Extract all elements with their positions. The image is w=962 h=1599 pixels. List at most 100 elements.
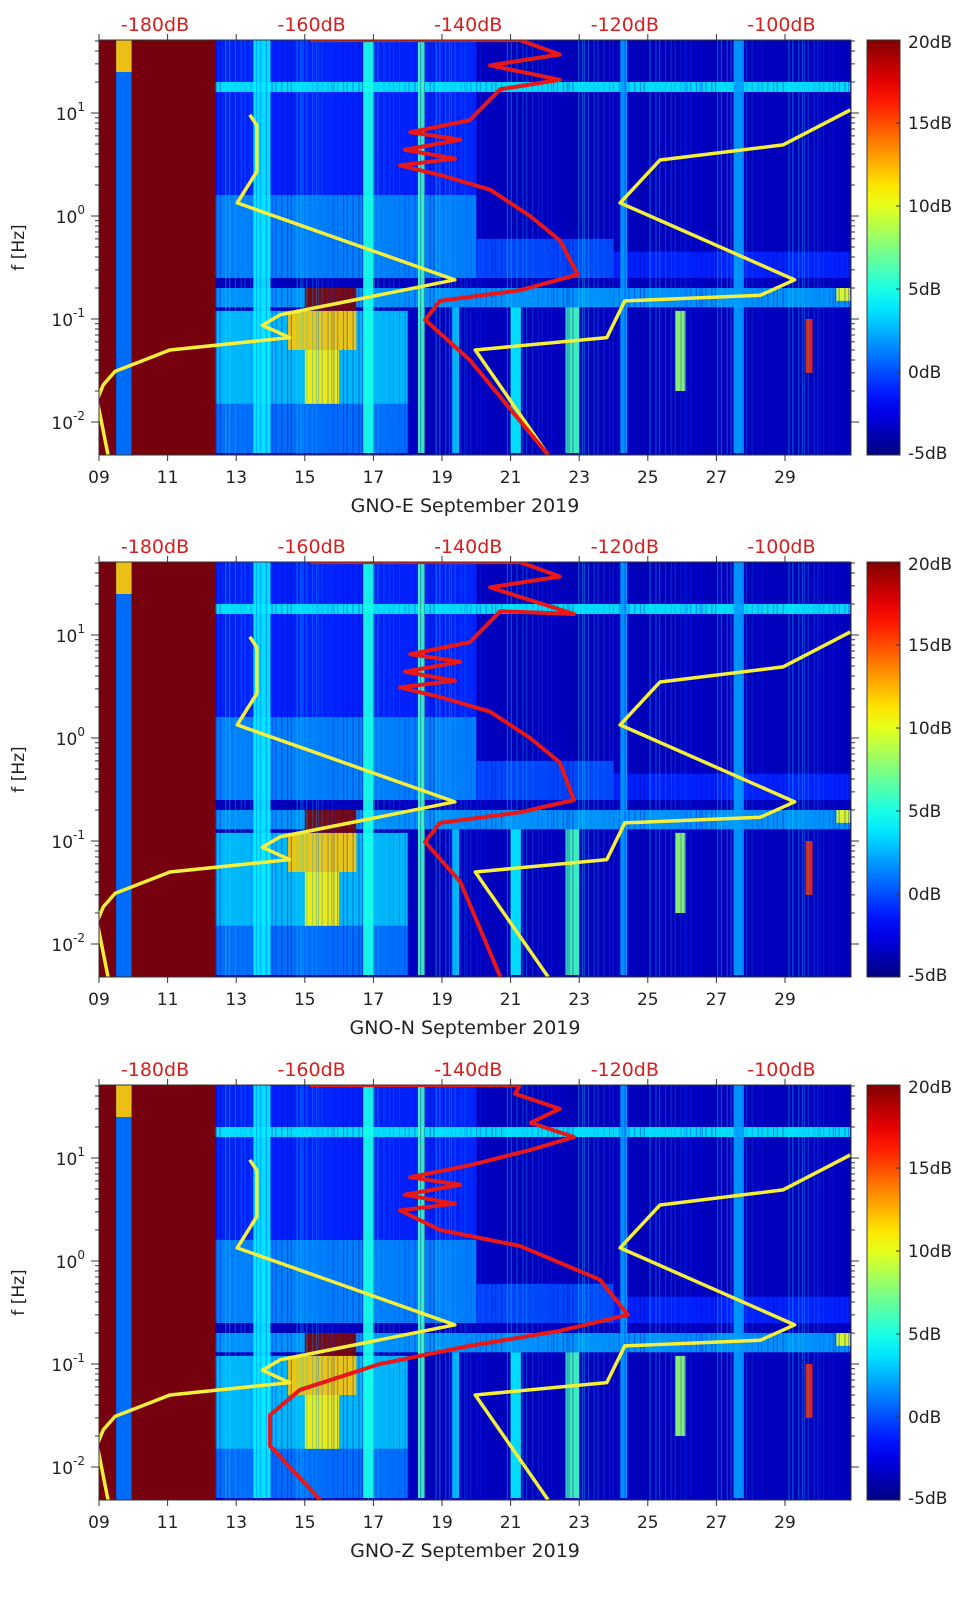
spectrogram-stripe — [639, 562, 642, 977]
spectrogram-stripe — [581, 562, 584, 977]
spectrogram-stripe — [761, 562, 763, 977]
spectrogram-cell — [215, 809, 851, 830]
top-db-label: -140dB — [434, 14, 502, 36]
panel-gno-e: 09 11 13 15 17 19 21 23 25 27 29 -180dB -160dB -140dB… — [9, 14, 952, 517]
spectrogram-stripe — [470, 562, 472, 977]
spectrogram-stripe — [686, 1085, 688, 1500]
spectrogram-stripe — [286, 40, 289, 455]
spectrogram-stripe — [553, 562, 555, 977]
high-noise-model-curve — [473, 630, 851, 977]
spectrogram-stripe — [470, 1085, 472, 1500]
spectrogram-stripe — [813, 562, 815, 977]
spectrogram-stripe — [593, 562, 595, 977]
spectrogram-stripe — [315, 40, 317, 455]
spectrogram-stripe — [572, 40, 574, 455]
top-db-label: -100dB — [747, 1059, 815, 1081]
spectrogram-stripe — [801, 562, 804, 977]
spectrogram-stripe — [286, 1085, 289, 1500]
y-tick-label: 100 — [56, 725, 85, 750]
y-tick-exponent: 1 — [77, 1145, 85, 1159]
y-tick-exponent: -1 — [73, 828, 85, 842]
y-tick-base: 10 — [56, 105, 78, 125]
x-tick-label: 27 — [706, 468, 728, 488]
spectrogram-stripe — [776, 1085, 778, 1500]
spectrogram-stripe — [228, 562, 231, 977]
spectrogram-stripe — [792, 562, 794, 977]
y-tick-base: 10 — [51, 1459, 73, 1479]
top-db-label: -140dB — [434, 1059, 502, 1081]
spectrogram-stripe — [389, 562, 391, 977]
spectrogram-cell — [116, 40, 132, 455]
y-tick-exponent: 0 — [77, 1248, 85, 1262]
panel-gno-z: 09 11 13 15 17 19 21 23 25 27 29 -180dB -160dB -140dB… — [9, 1059, 952, 1562]
x-tick-label: 21 — [500, 990, 522, 1010]
top-db-label: -180dB — [121, 14, 189, 36]
spectrogram-stripe — [680, 40, 682, 455]
spectrogram-stripe — [597, 1085, 599, 1500]
spectrogram-stripe — [337, 1085, 339, 1500]
spectrogram-stripe — [695, 40, 698, 455]
spectrogram-stripe — [670, 40, 672, 455]
spectrogram-stripe — [331, 40, 333, 455]
x-tick-label: 19 — [431, 1513, 453, 1533]
spectrogram-stripe — [225, 1085, 227, 1500]
spectrogram-stripe — [751, 1085, 753, 1500]
spectrogram-stripe — [581, 40, 584, 455]
spectrogram-stripe — [659, 40, 661, 455]
spectrogram-stripe — [566, 562, 568, 977]
x-tick-label: 15 — [294, 990, 316, 1010]
spectrogram-stripe — [701, 1085, 703, 1500]
spectrogram-stripe — [522, 40, 524, 455]
spectrogram-stripe — [531, 1085, 534, 1500]
spectrogram-stripe — [435, 1085, 437, 1500]
spectrogram-stripe — [445, 40, 447, 455]
spectrogram-stripe — [491, 1085, 493, 1500]
spectrogram-stripe — [423, 562, 426, 977]
y-tick-exponent: 1 — [77, 100, 85, 114]
spectrogram-stripe — [317, 1085, 320, 1500]
spectrogram-stripe — [705, 40, 707, 455]
spectrogram-stripe — [803, 40, 806, 455]
spectrogram-stripe — [772, 1085, 775, 1500]
spectrogram-stripe — [624, 1085, 626, 1500]
spectrogram-stripe — [414, 562, 416, 977]
spectrogram-cell — [215, 603, 851, 614]
spectrogram-stripe — [726, 40, 728, 455]
spectrogram-stripe — [331, 1085, 333, 1500]
y-axis-label: f [Hz] — [9, 746, 29, 792]
spectrogram-stripe — [433, 562, 435, 977]
colorbar-label: -5dB — [908, 966, 947, 986]
spectrogram-stripe — [823, 1085, 825, 1500]
spectrogram-stripe — [562, 1085, 564, 1500]
spectrogram-stripe — [593, 40, 595, 455]
spectrogram-stripe — [290, 562, 292, 977]
y-tick-base: 10 — [56, 1150, 78, 1170]
spectrogram-stripe — [485, 40, 487, 455]
spectrogram-stripe — [433, 1085, 435, 1500]
spectrogram-stripe — [655, 1085, 657, 1500]
y-tick-base: 10 — [56, 730, 78, 750]
spectrogram-stripe — [312, 1085, 314, 1500]
spectrogram-stripe — [225, 562, 227, 977]
y-tick-label: 101 — [56, 622, 85, 647]
spectrogram-stripe — [674, 40, 676, 455]
x-tick-label: 17 — [363, 1513, 385, 1533]
x-tick-label: 23 — [568, 990, 590, 1010]
x-tick-label: 19 — [431, 990, 453, 1010]
spectrogram-stripe — [526, 1085, 528, 1500]
spectrogram-stripe — [664, 562, 667, 977]
x-axis-label: GNO-N September 2019 — [350, 1017, 581, 1039]
spectrogram-stripe — [420, 1085, 422, 1500]
spectrogram-stripe — [807, 40, 809, 455]
x-tick-label: 11 — [157, 468, 179, 488]
colorbar-label: 5dB — [908, 280, 941, 300]
plot-area — [99, 1085, 851, 1500]
y-axis-label: f [Hz] — [9, 1269, 29, 1315]
spectrogram-stripe — [389, 1085, 391, 1500]
spectrogram-stripe — [593, 1085, 595, 1500]
spectrogram-stripe — [767, 40, 769, 455]
spectrogram-stripe — [726, 1085, 728, 1500]
top-db-label: -160dB — [277, 14, 345, 36]
spectrogram-stripe — [655, 40, 657, 455]
spectrogram-stripe — [389, 40, 391, 455]
